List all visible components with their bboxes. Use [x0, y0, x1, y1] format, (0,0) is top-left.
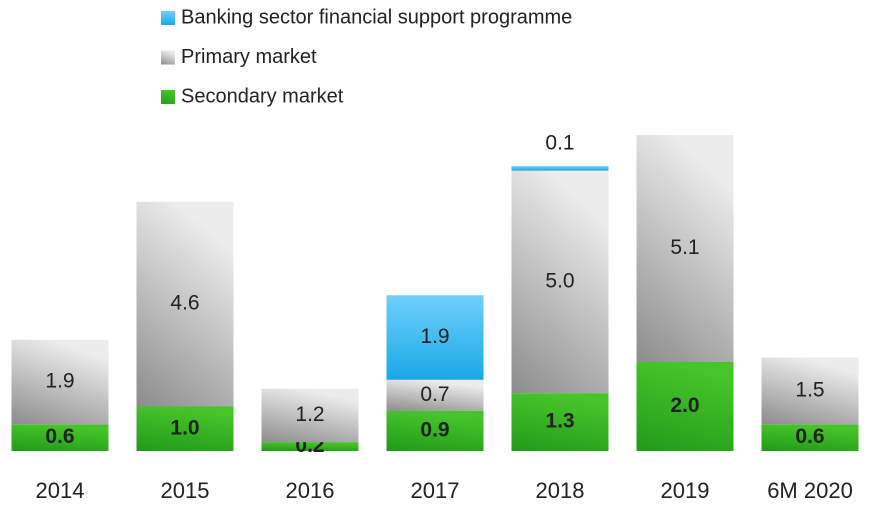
bar-segment — [761, 424, 859, 451]
value-label: 0.6 — [795, 425, 824, 448]
x-tick-label: 2014 — [36, 478, 85, 503]
x-tick-label: 2016 — [286, 478, 335, 503]
value-label: 0.7 — [420, 383, 449, 406]
value-label: 5.1 — [670, 236, 699, 259]
bar-segment — [261, 388, 359, 443]
x-tick-label: 2015 — [161, 478, 210, 503]
value-label: 1.3 — [545, 410, 574, 433]
legend-label: Primary market — [181, 46, 317, 68]
value-label: 1.2 — [295, 403, 324, 426]
legend-swatch — [161, 90, 175, 104]
bar-segment — [136, 406, 234, 451]
legend-label: Secondary market — [181, 85, 344, 107]
value-label: 1.0 — [170, 416, 199, 439]
bar-segment — [261, 442, 359, 451]
legend-swatch — [161, 11, 175, 25]
bar-segment — [386, 379, 484, 411]
bar-segment — [386, 410, 484, 451]
value-label: 5.0 — [545, 269, 574, 292]
x-tick-label: 2019 — [661, 478, 710, 503]
value-label: 1.5 — [795, 378, 824, 401]
legend-swatch — [161, 50, 175, 65]
value-label: 2.0 — [670, 394, 699, 417]
x-tick-label: 2018 — [536, 478, 585, 503]
bar-segment — [11, 424, 109, 451]
bar-segment — [136, 201, 234, 407]
value-label: 0.6 — [45, 425, 74, 448]
bar-segment — [636, 135, 734, 362]
bar-segment — [511, 166, 609, 171]
x-tick-label: 6M 2020 — [767, 478, 853, 503]
value-label: 1.9 — [420, 325, 449, 348]
bar-segment — [761, 357, 859, 425]
bar-segment — [636, 362, 734, 451]
x-tick-label: 2017 — [411, 478, 460, 503]
bar-segment — [511, 393, 609, 451]
bar-segment — [11, 339, 109, 425]
legend-label: Banking sector financial support program… — [181, 6, 572, 28]
value-label: 0.1 — [545, 132, 574, 155]
value-label: 4.6 — [170, 292, 199, 315]
bar-segment — [386, 295, 484, 380]
bar-segment — [511, 170, 609, 394]
value-label: 1.9 — [45, 370, 74, 393]
value-label: 0.9 — [420, 419, 449, 442]
